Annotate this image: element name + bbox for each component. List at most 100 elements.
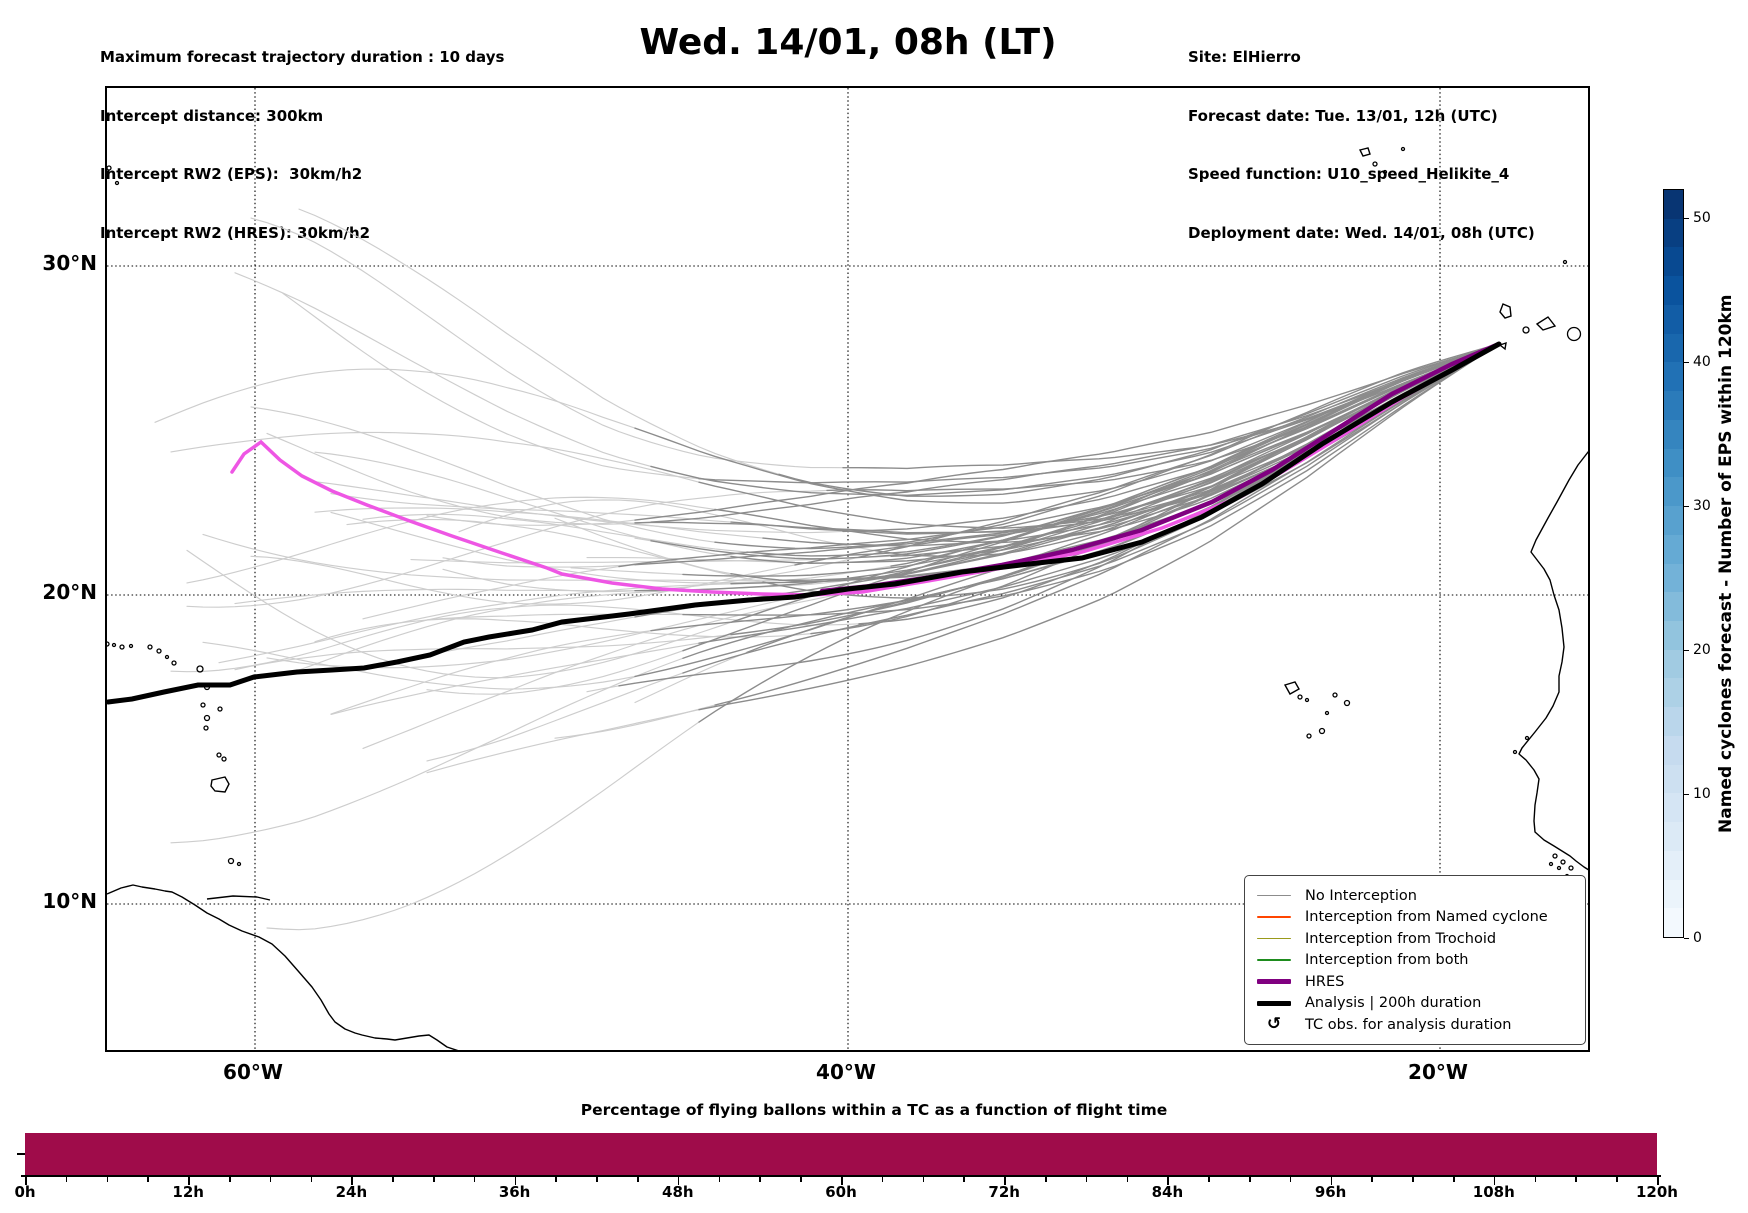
legend-row: Interception from Named cyclone: [1255, 906, 1575, 928]
legend-row: Interception from Trochoid: [1255, 928, 1575, 950]
x-tick-major: [1493, 1177, 1496, 1185]
small-island: [1332, 692, 1338, 698]
eps-trajectory: [426, 709, 700, 774]
x-tick-minor: [1453, 1177, 1455, 1182]
x-tick-major: [25, 1177, 27, 1185]
colorbar-tick-label: 10: [1693, 785, 1711, 802]
x-tick-minor: [922, 1177, 925, 1182]
small-island: [1297, 694, 1303, 700]
x-tick-minor: [473, 1177, 476, 1182]
colorbar-band: [1664, 563, 1683, 593]
legend-line: [1257, 894, 1291, 897]
small-island: [217, 706, 223, 712]
colorbar-tick-label: 0: [1693, 930, 1702, 946]
eps-trajectory: [778, 343, 1500, 497]
colorbar-band: [1664, 477, 1683, 507]
africa-coast-coastline: [1518, 451, 1588, 871]
x-tick-minor: [229, 1177, 231, 1182]
header-right-block: Site: ElHierro Forecast date: Tue. 13/01…: [1188, 9, 1535, 263]
x-tick-minor: [881, 1177, 884, 1182]
eps-trajectory: [682, 343, 1500, 674]
map-legend: No Interception Interception from Named c…: [1244, 875, 1586, 1045]
eps-trajectory: [698, 343, 1500, 644]
trajectory-map-svg: [107, 88, 1588, 1050]
lat-tick-label: 20°N: [42, 580, 97, 605]
small-island: [119, 644, 125, 650]
small-island: [107, 165, 112, 171]
eps-trajectory: [698, 343, 1500, 529]
x-tick-minor: [555, 1177, 557, 1182]
eps-trajectory: [682, 343, 1500, 577]
small-island: [203, 714, 211, 722]
small-island: [1382, 169, 1388, 175]
eps-trajectory: [858, 343, 1500, 558]
x-tick-minor: [65, 1177, 68, 1182]
eps-trajectory: [314, 618, 812, 643]
x-tick-minor: [433, 1177, 435, 1182]
small-island: [1562, 259, 1568, 265]
eps-trajectory: [842, 343, 1500, 533]
eps-trajectory: [250, 406, 716, 543]
legend-label: HRES: [1305, 973, 1345, 990]
eps-trajectory: [586, 685, 620, 693]
legend-line-swatch: [1255, 959, 1293, 961]
x-tick-minor: [310, 1177, 313, 1182]
x-tick-minor: [718, 1177, 721, 1182]
eps-trajectory: [634, 343, 1500, 534]
small-island: [128, 643, 134, 649]
eps-trajectory: [282, 292, 700, 480]
x-tick-label: 48h: [662, 1183, 694, 1201]
percentage-bar: [25, 1133, 1657, 1175]
legend-label: TC obs. for analysis duration: [1305, 1016, 1512, 1033]
colorbar-label: Named cyclones forecast - Number of EPS …: [1716, 294, 1736, 833]
small-island: [1524, 735, 1530, 741]
eps-trajectory: [554, 517, 732, 575]
x-tick-minor: [800, 1177, 802, 1182]
legend-line: [1257, 1000, 1291, 1006]
x-tick-label: 84h: [1151, 1183, 1184, 1201]
eps-trajectory: [714, 343, 1500, 550]
small-island: [1343, 699, 1351, 707]
x-tick-minor: [637, 1177, 639, 1182]
colorbar-band: [1664, 448, 1683, 478]
small-island: [216, 752, 222, 758]
eps-trajectory: [634, 537, 652, 542]
south-america-coast-coastline: [107, 884, 459, 1050]
legend-line: [1257, 979, 1291, 984]
legend-row: HRES: [1255, 971, 1575, 993]
la-palma-island: [1499, 303, 1512, 319]
eps-trajectory: [650, 343, 1500, 523]
eps-trajectory: [458, 499, 876, 552]
header-left-block: Maximum forecast trajectory duration : 1…: [100, 9, 504, 263]
eps-trajectory: [698, 343, 1500, 711]
x-tick-minor: [596, 1177, 598, 1182]
x-tick-major: [677, 1177, 680, 1185]
x-tick-minor: [963, 1177, 965, 1182]
paria-peninsula-coastline: [206, 895, 271, 901]
eps-trajectory: [314, 481, 844, 534]
trinidad-island: [210, 776, 230, 793]
colorbar-tick-label: 30: [1693, 497, 1711, 514]
eps-trajectory: [826, 343, 1500, 492]
header-line: Speed function: U10_speed_Helikite_4: [1188, 165, 1510, 183]
colorbar-tick: [1684, 217, 1689, 220]
small-island: [1556, 865, 1562, 871]
x-tick-major: [1004, 1177, 1006, 1185]
colorbar-band: [1664, 707, 1683, 736]
eps-trajectory: [186, 496, 716, 584]
small-island: [203, 725, 209, 731]
small-island: [196, 665, 204, 673]
x-tick-minor: [1045, 1177, 1047, 1182]
colorbar-band: [1664, 678, 1683, 708]
colorbar-band: [1664, 190, 1683, 219]
x-tick-label: 120h: [1636, 1183, 1678, 1201]
madeira-island: [1358, 147, 1371, 157]
eps-near-group: [618, 343, 1500, 723]
colorbar-band: [1664, 362, 1683, 392]
eps-trajectory: [570, 567, 684, 575]
rotate-ccw-icon: ↺: [1266, 1014, 1282, 1034]
eps-trajectory: [650, 343, 1500, 632]
cape-verde-santo-antao-island: [1283, 681, 1300, 695]
colorbar-band: [1664, 908, 1683, 938]
x-tick-minor: [1534, 1177, 1537, 1182]
